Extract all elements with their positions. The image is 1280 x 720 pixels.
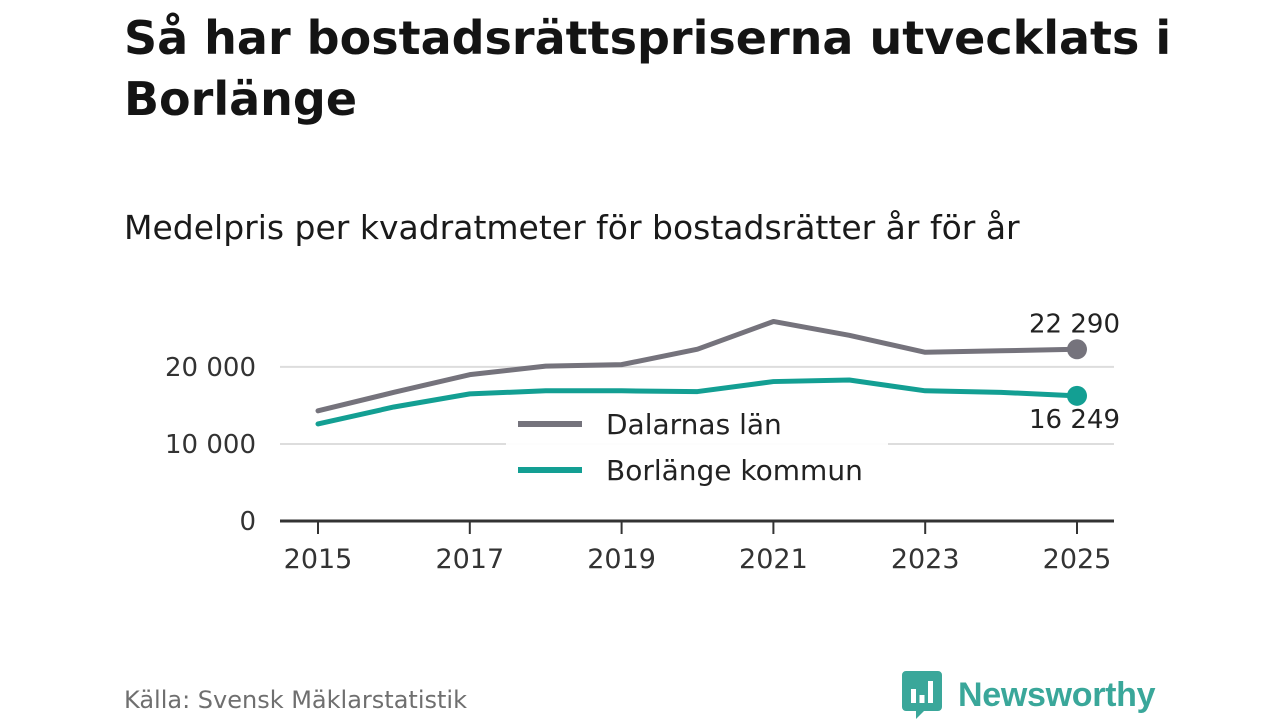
- x-tick-label: 2015: [284, 544, 353, 575]
- series-line-dalarna: [315, 318, 1080, 414]
- y-tick-label: 10 000: [165, 430, 256, 460]
- series-line-borlange: [315, 377, 1080, 427]
- legend-label-dalarna: Dalarnas län: [606, 408, 782, 441]
- y-tick-label: 0: [239, 507, 256, 537]
- x-tick-label: 2025: [1043, 544, 1112, 575]
- y-tick-label: 20 000: [165, 353, 256, 383]
- legend: Dalarnas län Borlänge kommun: [506, 402, 888, 496]
- end-point-dalarna: [1067, 339, 1087, 360]
- x-tick-label: 2017: [435, 544, 504, 575]
- end-label-borlange: 16 249: [1029, 405, 1120, 435]
- series-lines: [315, 318, 1087, 427]
- brand-name: Newsworthy: [958, 675, 1156, 714]
- x-tick-label: 2023: [891, 544, 960, 575]
- newsworthy-logo: Newsworthy: [902, 671, 1156, 719]
- x-tick-label: 2019: [587, 544, 656, 575]
- x-tick-label: 2021: [739, 544, 808, 575]
- end-value-labels: 22 290 16 249: [1029, 309, 1120, 435]
- newsworthy-bar-chart-icon: [902, 671, 942, 719]
- y-axis-tick-labels: 0 10 000 20 000: [165, 353, 256, 537]
- legend-label-borlange: Borlänge kommun: [606, 454, 863, 487]
- x-axis: 2015 2017 2019 2021 2023 2025: [280, 519, 1114, 575]
- legend-background: [506, 402, 888, 496]
- chart-subtitle: Medelpris per kvadratmeter för bostadsrä…: [124, 208, 1020, 247]
- end-point-borlange: [1067, 385, 1087, 406]
- end-label-dalarna: 22 290: [1029, 309, 1120, 339]
- source-note: Källa: Svensk Mäklarstatistik: [124, 686, 467, 714]
- chart-title: Så har bostadsrättspriserna utvecklats i…: [124, 11, 1172, 126]
